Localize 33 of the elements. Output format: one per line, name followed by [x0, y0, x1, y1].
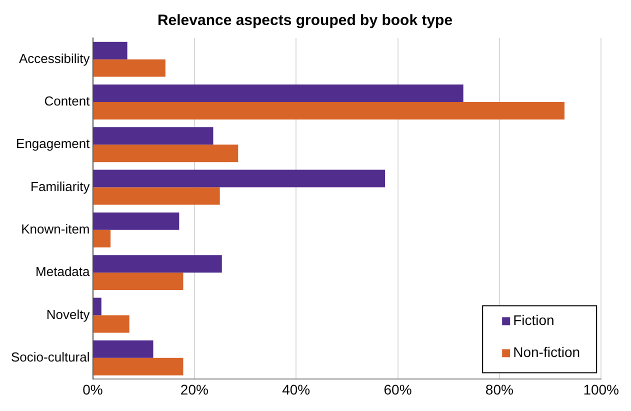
- bar: [93, 42, 128, 60]
- bar: [93, 315, 130, 333]
- x-tick-label: 80%: [485, 381, 514, 398]
- bar: [93, 59, 166, 77]
- bar: [93, 255, 222, 273]
- legend-label: Non-fiction: [513, 344, 580, 360]
- bar: [93, 187, 220, 205]
- bar: [93, 84, 464, 102]
- bar: [93, 298, 102, 316]
- chart-title: Relevance aspects grouped by book type: [157, 12, 453, 30]
- bar: [93, 340, 154, 358]
- x-tick-label: 20%: [180, 381, 208, 398]
- bar: [93, 170, 386, 188]
- bar: [93, 102, 564, 120]
- x-tick-label: 40%: [282, 381, 310, 398]
- legend-label: Fiction: [513, 312, 554, 328]
- y-tick-label: Accessibility: [18, 50, 90, 66]
- y-tick-label: Known-item: [21, 222, 90, 237]
- bar: [93, 212, 180, 230]
- bar: [93, 358, 184, 376]
- bar: [93, 127, 214, 145]
- y-tick-label: Socio-cultural: [10, 349, 90, 364]
- x-tick-label: 0%: [82, 381, 103, 398]
- y-tick-label: Content: [44, 94, 90, 109]
- y-tick-label: Engagement: [16, 136, 90, 152]
- bar: [93, 230, 111, 248]
- bar: [93, 144, 238, 162]
- y-tick-label: Metadata: [36, 264, 91, 280]
- x-tick-label: 100%: [583, 381, 620, 398]
- y-tick-label: Novelty: [46, 306, 90, 322]
- y-tick-label: Familiarity: [30, 178, 90, 194]
- bar: [93, 272, 184, 290]
- x-tick-label: 60%: [384, 381, 412, 398]
